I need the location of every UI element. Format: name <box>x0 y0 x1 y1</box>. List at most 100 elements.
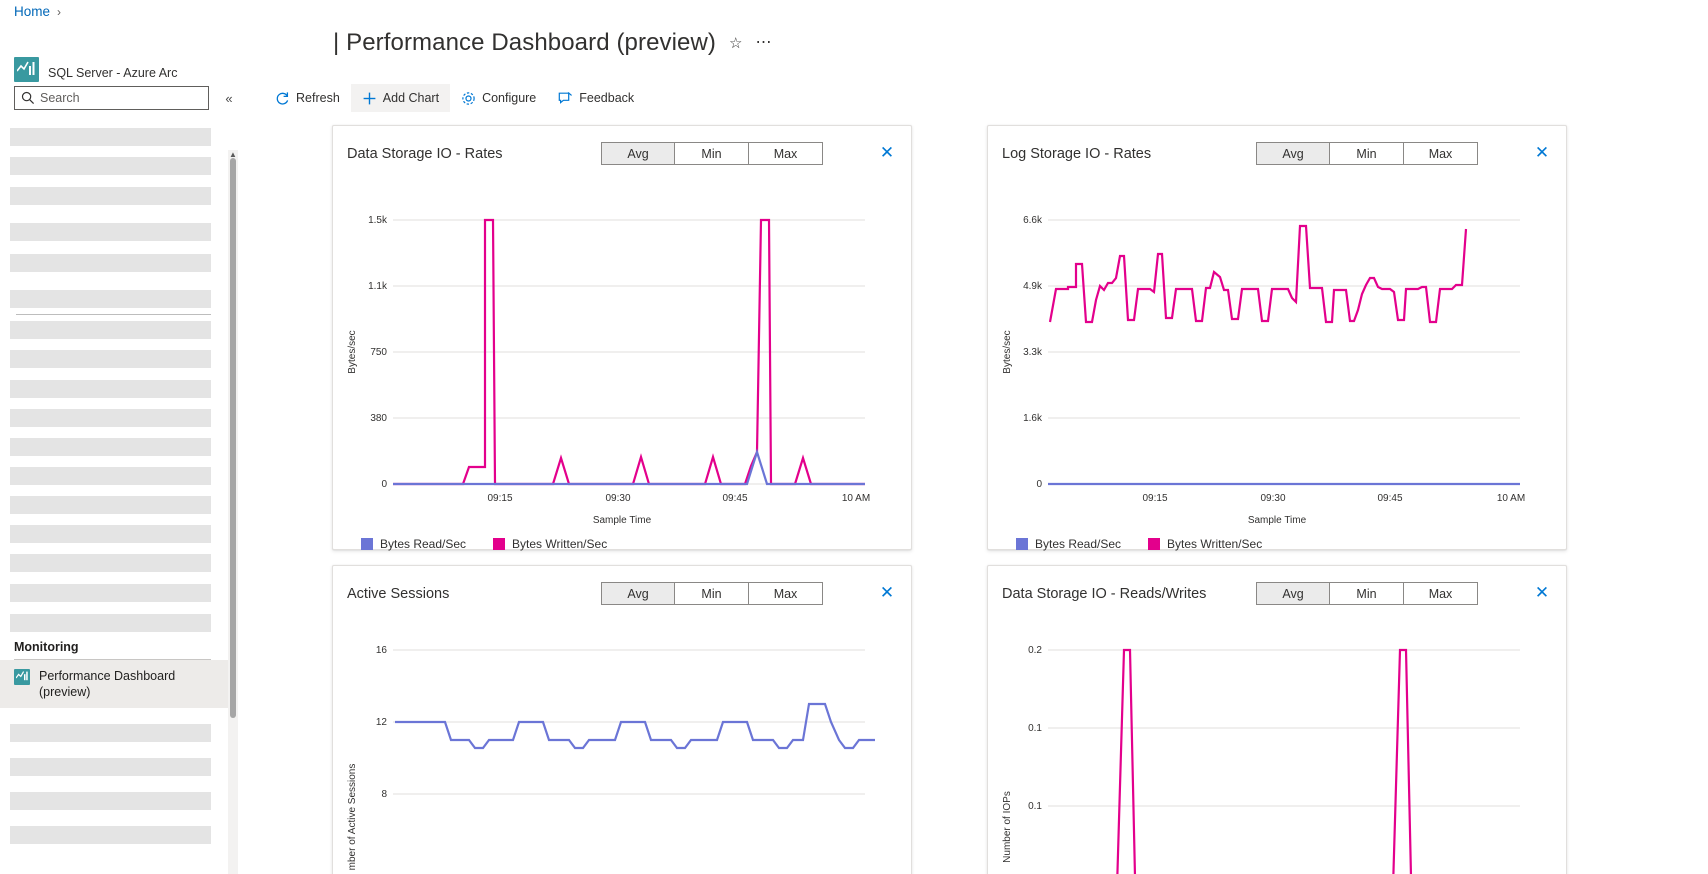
close-icon[interactable]: ✕ <box>879 143 895 162</box>
plus-icon <box>362 91 377 106</box>
x-tick: 09:15 <box>1142 493 1167 504</box>
configure-button[interactable]: Configure <box>450 84 547 112</box>
series-bytes-read <box>393 448 865 486</box>
agg-min-button[interactable]: Min <box>1330 582 1404 605</box>
list-item <box>10 826 211 844</box>
legend-item[interactable]: Bytes Written/Sec <box>493 537 607 551</box>
command-bar: Refresh Add Chart Configure <box>264 84 645 112</box>
aggregation-toggle: Avg Min Max <box>601 142 823 165</box>
series-writes-2 <box>1392 648 1413 874</box>
agg-avg-button[interactable]: Avg <box>1256 142 1330 165</box>
feedback-icon <box>558 91 573 106</box>
y-axis-label: Bytes/sec <box>1002 330 1013 373</box>
breadcrumb-home[interactable]: Home <box>14 4 51 19</box>
refresh-icon <box>275 91 290 106</box>
y-tick-labels: 0.2 0.1 0.1 <box>1028 645 1042 812</box>
chart-card-data-storage-io-rates: Data Storage IO - Rates Avg Min Max ✕ <box>332 125 912 551</box>
feedback-button[interactable]: Feedback <box>547 84 645 112</box>
list-item <box>10 438 211 456</box>
charts-grid: Data Storage IO - Rates Avg Min Max ✕ <box>252 120 1708 874</box>
chart-card-data-storage-io-reads-writes: Data Storage IO - Reads/Writes Avg Min M… <box>987 565 1567 874</box>
star-icon[interactable]: ☆ <box>729 34 743 52</box>
search-input[interactable] <box>15 91 208 105</box>
grid-lines <box>393 219 865 485</box>
x-tick: 09:45 <box>722 493 747 504</box>
performance-dashboard-icon <box>14 669 30 685</box>
section-divider <box>14 659 211 660</box>
svg-text:0: 0 <box>1036 479 1042 487</box>
scroll-up-arrow-icon[interactable]: ▲ <box>229 150 237 159</box>
legend-swatch-read <box>361 538 373 550</box>
agg-max-button[interactable]: Max <box>749 582 823 605</box>
refresh-button[interactable]: Refresh <box>264 84 351 112</box>
list-item <box>10 380 211 398</box>
chart-plot: 16 12 8 mber of Active Sessions <box>333 622 911 874</box>
resource-sidebar: SQL Server - Azure Arc « <box>0 32 240 874</box>
close-icon[interactable]: ✕ <box>1534 583 1550 602</box>
chart-header: Log Storage IO - Rates Avg Min Max ✕ <box>988 126 1566 182</box>
ellipsis-icon[interactable]: ⋯ <box>755 34 773 51</box>
legend-item[interactable]: Bytes Read/Sec <box>361 537 466 551</box>
list-item <box>10 157 211 175</box>
list-item <box>10 554 211 572</box>
svg-text:0.1: 0.1 <box>1028 801 1042 812</box>
sidebar-section-monitoring: Monitoring <box>14 640 79 654</box>
sidebar-item-performance-dashboard[interactable]: Performance Dashboard (preview) <box>0 660 229 708</box>
close-icon[interactable]: ✕ <box>1534 143 1550 162</box>
chart-legend: Bytes Read/Sec Bytes Written/Sec <box>333 529 911 551</box>
chart-title: Active Sessions <box>347 586 450 602</box>
agg-min-button[interactable]: Min <box>675 582 749 605</box>
resource-name: SQL Server - Azure Arc <box>48 66 178 80</box>
sidebar-item-label: Performance Dashboard (preview) <box>39 668 175 700</box>
x-axis-label: Sample Time <box>1248 515 1307 526</box>
agg-min-button[interactable]: Min <box>1330 142 1404 165</box>
agg-max-button[interactable]: Max <box>749 142 823 165</box>
svg-text:8: 8 <box>381 789 387 800</box>
chart-x-axis: 09:15 09:30 09:45 10 AM Sample Time <box>1142 493 1525 526</box>
aggregation-toggle: Avg Min Max <box>601 582 823 605</box>
agg-max-button[interactable]: Max <box>1404 142 1478 165</box>
sidebar-nav-list: Monitoring Performance Dashboard (previe… <box>0 118 240 874</box>
resource-header: SQL Server - Azure Arc <box>0 32 240 82</box>
sidebar-scrollbar-thumb[interactable] <box>230 158 236 718</box>
list-item <box>10 614 211 632</box>
sql-server-arc-icon <box>14 57 39 82</box>
close-icon[interactable]: ✕ <box>879 583 895 602</box>
chart-plot: 6.6k 4.9k 3.3k 1.6k 0 Bytes/sec <box>988 182 1566 487</box>
breadcrumb: Home › <box>14 4 61 19</box>
page-title: | Performance Dashboard (preview) <box>333 29 717 56</box>
svg-text:1.1k: 1.1k <box>368 281 388 292</box>
list-item <box>10 409 211 427</box>
list-item <box>10 187 211 205</box>
agg-min-button[interactable]: Min <box>675 142 749 165</box>
legend-item[interactable]: Bytes Written/Sec <box>1148 537 1262 551</box>
agg-avg-button[interactable]: Avg <box>601 142 675 165</box>
search-box[interactable] <box>14 86 209 110</box>
x-tick: 10 AM <box>1497 493 1525 504</box>
agg-max-button[interactable]: Max <box>1404 582 1478 605</box>
chart-title: Data Storage IO - Rates <box>347 146 503 162</box>
add-chart-button[interactable]: Add Chart <box>350 84 451 112</box>
collapse-sidebar-icon[interactable]: « <box>225 90 233 106</box>
chart-title: Log Storage IO - Rates <box>1002 146 1152 162</box>
legend-label: Bytes Written/Sec <box>1167 537 1263 551</box>
grid-lines <box>1048 649 1520 807</box>
agg-avg-button[interactable]: Avg <box>601 582 675 605</box>
feedback-label: Feedback <box>579 91 635 105</box>
breadcrumb-chevron-icon: › <box>57 4 62 19</box>
list-item <box>10 467 211 485</box>
agg-avg-button[interactable]: Avg <box>1256 582 1330 605</box>
legend-label: Bytes Read/Sec <box>380 537 467 551</box>
search-icon <box>21 91 35 105</box>
chart-header: Data Storage IO - Reads/Writes Avg Min M… <box>988 566 1566 622</box>
sidebar-item-label-line2: (preview) <box>39 685 91 699</box>
x-tick: 10 AM <box>842 493 870 504</box>
legend-swatch-read <box>1016 538 1028 550</box>
sidebar-search-row: « <box>0 82 240 110</box>
list-item <box>10 128 211 146</box>
sidebar-item-label-line1: Performance Dashboard <box>39 669 176 683</box>
list-item <box>10 290 211 308</box>
legend-item[interactable]: Bytes Read/Sec <box>1016 537 1121 551</box>
chart-card-active-sessions: Active Sessions Avg Min Max ✕ 16 <box>332 565 912 874</box>
